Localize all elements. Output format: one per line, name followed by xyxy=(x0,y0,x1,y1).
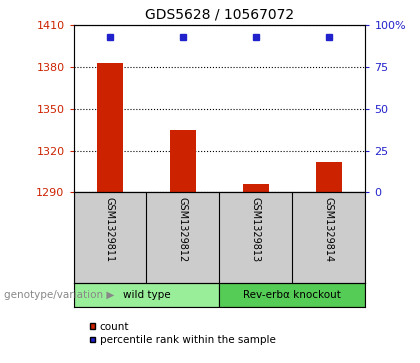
Text: count: count xyxy=(100,322,129,332)
Text: GSM1329814: GSM1329814 xyxy=(324,197,334,262)
Text: Rev-erbα knockout: Rev-erbα knockout xyxy=(244,290,341,300)
Text: percentile rank within the sample: percentile rank within the sample xyxy=(100,335,276,346)
Bar xyxy=(243,184,269,192)
Title: GDS5628 / 10567072: GDS5628 / 10567072 xyxy=(145,8,294,21)
Bar xyxy=(97,63,123,192)
Bar xyxy=(220,283,365,307)
Text: wild type: wild type xyxy=(123,290,170,300)
Bar xyxy=(316,162,342,192)
Text: GSM1329811: GSM1329811 xyxy=(105,197,115,262)
Text: GSM1329812: GSM1329812 xyxy=(178,197,188,262)
Bar xyxy=(74,283,220,307)
Text: genotype/variation ▶: genotype/variation ▶ xyxy=(4,290,115,300)
Bar xyxy=(170,130,196,192)
Text: GSM1329813: GSM1329813 xyxy=(251,197,261,262)
